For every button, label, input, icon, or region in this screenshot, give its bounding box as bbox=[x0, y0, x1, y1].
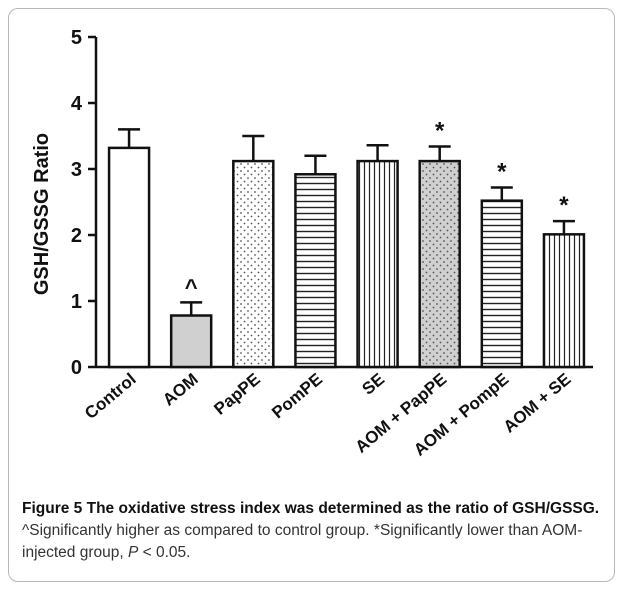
bar bbox=[294, 173, 337, 369]
bar bbox=[480, 199, 524, 369]
y-tick-label: 5 bbox=[71, 27, 82, 49]
y-tick-label: 1 bbox=[71, 291, 82, 313]
x-tick-label: PomPE bbox=[268, 370, 326, 423]
figure-caption: Figure 5 The oxidative stress index was … bbox=[22, 498, 607, 564]
caption-text-2: < 0.05. bbox=[138, 544, 191, 561]
caption-text-1: ^Significantly higher as compared to con… bbox=[22, 522, 583, 561]
x-tick-label: AOM + SE bbox=[500, 370, 575, 437]
x-tick-label: PapPE bbox=[210, 370, 263, 419]
bar bbox=[169, 314, 213, 369]
bar bbox=[542, 233, 586, 369]
x-tick-label: Control bbox=[81, 370, 140, 423]
significance-marker: * bbox=[435, 118, 445, 145]
significance-marker: * bbox=[559, 192, 569, 219]
y-tick-label: 0 bbox=[71, 357, 82, 379]
bar bbox=[232, 159, 275, 369]
y-tick-label: 2 bbox=[71, 225, 82, 247]
y-tick-label: 4 bbox=[71, 93, 83, 115]
bars: ^ * * * bbox=[107, 118, 586, 369]
caption-lead: Figure 5 The oxidative stress index was … bbox=[22, 500, 600, 517]
y-axis-label: GSH/GSSG Ratio bbox=[31, 133, 53, 295]
x-tick-label: SE bbox=[359, 370, 389, 399]
y-tick-label: 3 bbox=[71, 159, 82, 181]
bar bbox=[418, 159, 461, 369]
significance-marker: ^ bbox=[185, 274, 198, 299]
significance-marker: * bbox=[497, 158, 507, 185]
caption-p-symbol: P bbox=[128, 544, 139, 561]
bar bbox=[107, 146, 151, 369]
bar bbox=[356, 159, 399, 369]
x-tick-label: AOM bbox=[159, 370, 202, 410]
bar-chart: 0 1 2 3 4 5 ^ * * * Control AOM PapPE PomPE SE AOM + … bbox=[31, 27, 593, 460]
